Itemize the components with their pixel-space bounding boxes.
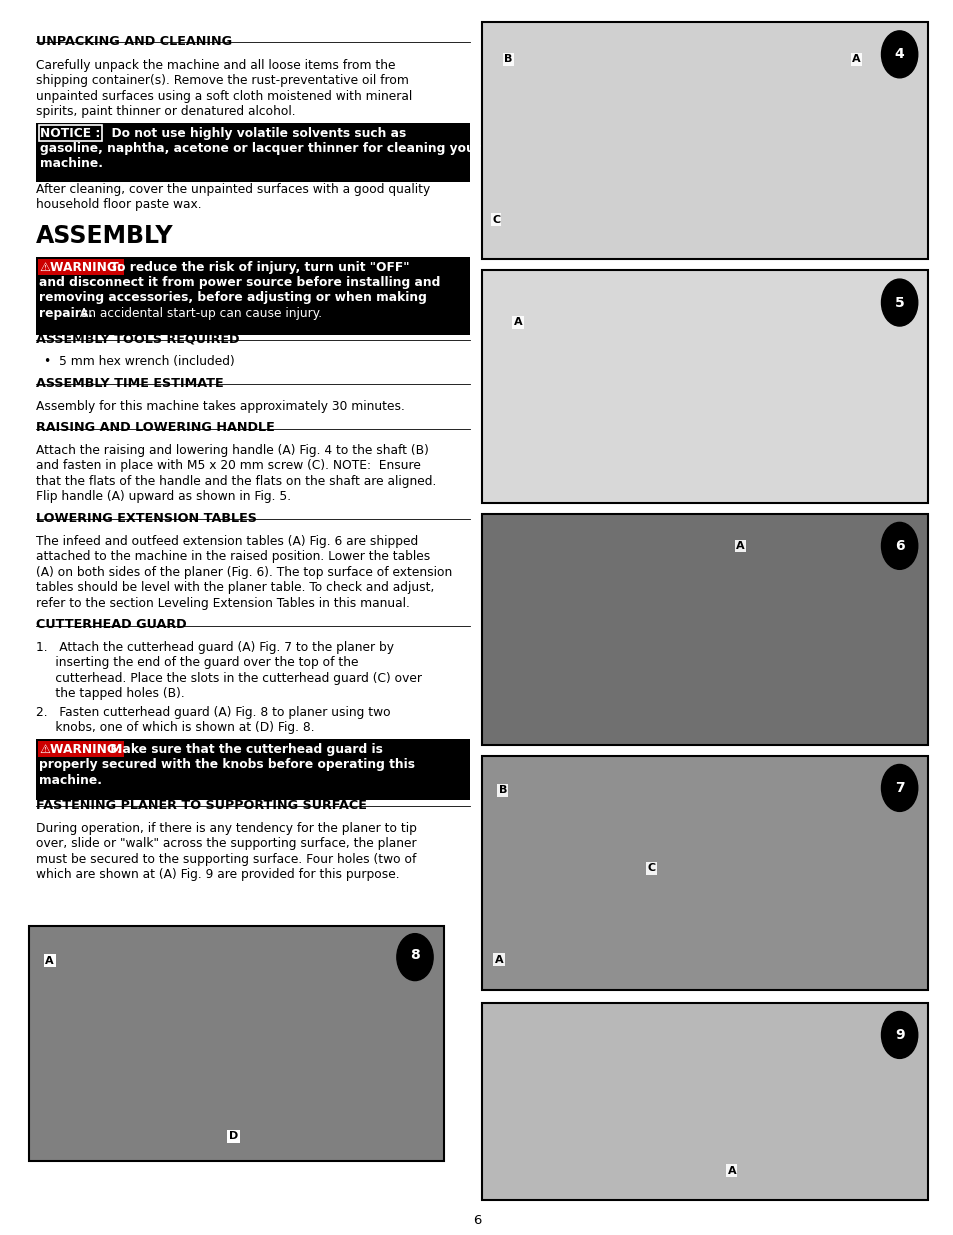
Text: machine.: machine.: [39, 773, 102, 787]
Text: C: C: [492, 215, 499, 225]
Text: 1.   Attach the cutterhead guard (A) Fig. 7 to the planer by: 1. Attach the cutterhead guard (A) Fig. …: [36, 641, 394, 655]
Bar: [36, 257, 470, 335]
Text: ASSEMBLY TIME ESTIMATE: ASSEMBLY TIME ESTIMATE: [36, 377, 224, 390]
Text: A: A: [851, 54, 861, 64]
Text: A: A: [45, 956, 54, 966]
Text: ASSEMBLY: ASSEMBLY: [36, 224, 173, 247]
Text: cutterhead. Place the slots in the cutterhead guard (C) over: cutterhead. Place the slots in the cutte…: [36, 672, 422, 685]
Text: Attach the raising and lowering handle (A) Fig. 4 to the shaft (B): Attach the raising and lowering handle (…: [36, 443, 429, 457]
Bar: [481, 756, 927, 990]
Text: Assembly for this machine takes approximately 30 minutes.: Assembly for this machine takes approxim…: [36, 399, 405, 412]
Text: attached to the machine in the raised position. Lower the tables: attached to the machine in the raised po…: [36, 550, 430, 563]
Circle shape: [881, 522, 917, 569]
Circle shape: [881, 764, 917, 811]
Text: A: A: [727, 1166, 736, 1176]
Text: During operation, if there is any tendency for the planer to tip: During operation, if there is any tenden…: [36, 821, 416, 835]
Text: LOWERING EXTENSION TABLES: LOWERING EXTENSION TABLES: [36, 511, 257, 525]
Circle shape: [881, 31, 917, 78]
Text: B: B: [504, 54, 512, 64]
Text: 6: 6: [473, 1214, 480, 1226]
Text: repairs.: repairs.: [39, 306, 92, 320]
Text: 6: 6: [894, 538, 903, 553]
Bar: [481, 514, 927, 745]
Bar: [481, 270, 927, 503]
Text: machine.: machine.: [40, 157, 103, 170]
Bar: [36, 739, 470, 800]
Text: must be secured to the supporting surface. Four holes (two of: must be secured to the supporting surfac…: [36, 852, 416, 866]
Text: To reduce the risk of injury, turn unit "OFF": To reduce the risk of injury, turn unit …: [106, 261, 409, 274]
Text: 9: 9: [894, 1028, 903, 1042]
Text: Flip handle (A) upward as shown in Fig. 5.: Flip handle (A) upward as shown in Fig. …: [36, 490, 291, 504]
Text: removing accessories, before adjusting or when making: removing accessories, before adjusting o…: [39, 291, 427, 305]
Circle shape: [396, 934, 433, 981]
Circle shape: [881, 1011, 917, 1058]
Text: gasoline, naphtha, acetone or lacquer thinner for cleaning your: gasoline, naphtha, acetone or lacquer th…: [40, 142, 480, 156]
Text: and fasten in place with M5 x 20 mm screw (C). NOTE:  Ensure: and fasten in place with M5 x 20 mm scre…: [36, 459, 420, 473]
Text: 4: 4: [894, 47, 903, 62]
Text: 2.   Fasten cutterhead guard (A) Fig. 8 to planer using two: 2. Fasten cutterhead guard (A) Fig. 8 to…: [36, 705, 391, 719]
Text: D: D: [229, 1131, 238, 1141]
Text: An accidental start-up can cause injury.: An accidental start-up can cause injury.: [76, 306, 322, 320]
Text: 5: 5: [894, 295, 903, 310]
Text: the tapped holes (B).: the tapped holes (B).: [36, 687, 185, 700]
Text: Do not use highly volatile solvents such as: Do not use highly volatile solvents such…: [103, 126, 406, 140]
Text: shipping container(s). Remove the rust-preventative oil from: shipping container(s). Remove the rust-p…: [36, 74, 409, 88]
Text: C: C: [647, 863, 655, 873]
Text: tables should be level with the planer table. To check and adjust,: tables should be level with the planer t…: [36, 580, 435, 594]
Text: •  5 mm hex wrench (included): • 5 mm hex wrench (included): [44, 354, 234, 368]
Text: (A) on both sides of the planer (Fig. 6). The top surface of extension: (A) on both sides of the planer (Fig. 6)…: [36, 566, 452, 579]
Text: refer to the section Leveling Extension Tables in this manual.: refer to the section Leveling Extension …: [36, 597, 410, 610]
Text: After cleaning, cover the unpainted surfaces with a good quality: After cleaning, cover the unpainted surf…: [36, 183, 430, 196]
Text: CUTTERHEAD GUARD: CUTTERHEAD GUARD: [36, 618, 187, 631]
Circle shape: [881, 279, 917, 326]
Text: A: A: [513, 317, 522, 327]
Text: over, slide or "walk" across the supporting surface, the planer: over, slide or "walk" across the support…: [36, 837, 416, 851]
Bar: [29, 926, 443, 1161]
Text: knobs, one of which is shown at (D) Fig. 8.: knobs, one of which is shown at (D) Fig.…: [36, 721, 314, 735]
Text: unpainted surfaces using a soft cloth moistened with mineral: unpainted surfaces using a soft cloth mo…: [36, 90, 412, 103]
Text: ⚠WARNING:: ⚠WARNING:: [39, 742, 122, 756]
Bar: [481, 1003, 927, 1200]
Text: Carefully unpack the machine and all loose items from the: Carefully unpack the machine and all loo…: [36, 58, 395, 72]
Text: A: A: [736, 541, 744, 551]
Text: FASTENING PLANER TO SUPPORTING SURFACE: FASTENING PLANER TO SUPPORTING SURFACE: [36, 799, 367, 813]
Text: B: B: [498, 785, 506, 795]
Text: household floor paste wax.: household floor paste wax.: [36, 198, 202, 211]
Text: spirits, paint thinner or denatured alcohol.: spirits, paint thinner or denatured alco…: [36, 105, 295, 119]
Text: The infeed and outfeed extension tables (A) Fig. 6 are shipped: The infeed and outfeed extension tables …: [36, 535, 418, 548]
Text: ⚠WARNING:: ⚠WARNING:: [39, 261, 122, 274]
Bar: [36, 124, 470, 182]
Text: that the flats of the handle and the flats on the shaft are aligned.: that the flats of the handle and the fla…: [36, 474, 436, 488]
Text: A: A: [494, 955, 503, 965]
Bar: [481, 22, 927, 259]
Text: 8: 8: [410, 948, 419, 962]
Text: RAISING AND LOWERING HANDLE: RAISING AND LOWERING HANDLE: [36, 421, 274, 435]
Text: inserting the end of the guard over the top of the: inserting the end of the guard over the …: [36, 656, 358, 669]
Text: which are shown at (A) Fig. 9 are provided for this purpose.: which are shown at (A) Fig. 9 are provid…: [36, 868, 399, 882]
Text: UNPACKING AND CLEANING: UNPACKING AND CLEANING: [36, 35, 233, 48]
Text: NOTICE :: NOTICE :: [40, 126, 100, 140]
Text: 7: 7: [894, 781, 903, 795]
Text: Make sure that the cutterhead guard is: Make sure that the cutterhead guard is: [106, 742, 382, 756]
Text: properly secured with the knobs before operating this: properly secured with the knobs before o…: [39, 758, 415, 772]
Text: ASSEMBLY TOOLS REQUIRED: ASSEMBLY TOOLS REQUIRED: [36, 332, 239, 346]
Text: and disconnect it from power source before installing and: and disconnect it from power source befo…: [39, 275, 440, 289]
